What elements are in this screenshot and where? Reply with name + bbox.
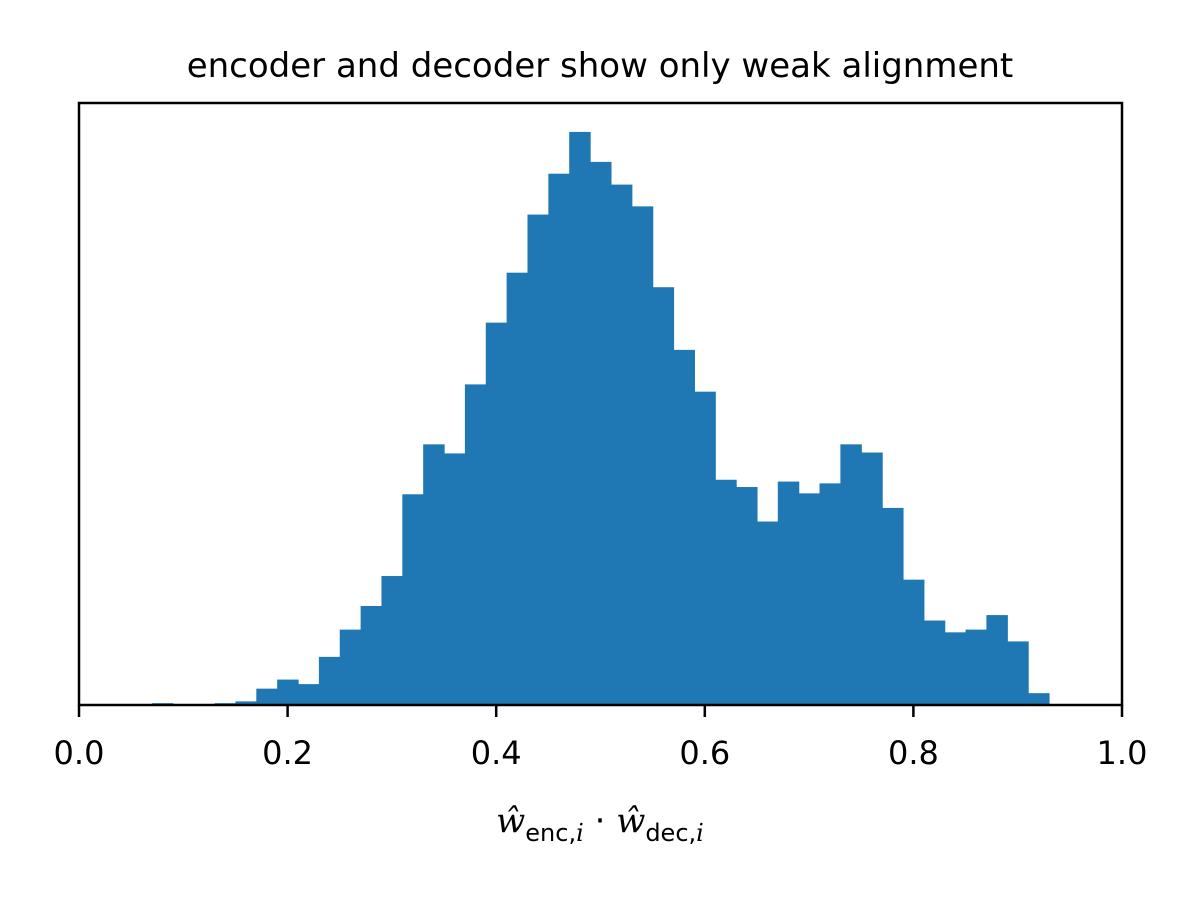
histogram-bar xyxy=(944,632,967,705)
histogram-bar xyxy=(882,507,904,705)
x-tick-label: 0.2 xyxy=(262,734,313,772)
histogram-bar xyxy=(840,444,862,705)
x-axis-ticks: 0.0 0.2 0.4 0.6 0.8 1.0 xyxy=(54,705,1148,772)
histogram-bar xyxy=(756,521,779,705)
x-tick-label: 0.6 xyxy=(679,734,730,772)
histogram-bar xyxy=(339,629,362,705)
histogram-bars xyxy=(152,131,1050,706)
plot-area-frame xyxy=(77,101,1124,707)
histogram-bar xyxy=(610,184,633,706)
histogram-bar xyxy=(569,131,591,705)
x-axis-label-w-dec: ŵ xyxy=(616,801,645,841)
x-tick-label: 0.8 xyxy=(888,734,939,772)
histogram-bar xyxy=(360,606,383,705)
histogram-bar xyxy=(798,493,821,705)
x-tick-label: 0.0 xyxy=(54,734,105,772)
histogram-bar xyxy=(861,452,883,705)
histogram-bar xyxy=(548,173,570,705)
x-tick-label: 1.0 xyxy=(1097,734,1148,772)
x-axis-label-sub-enc-i: i xyxy=(576,819,584,847)
x-axis-label-sub-dec-i: i xyxy=(696,819,704,847)
histogram-bar xyxy=(819,483,841,705)
x-axis-label: ŵenc,i · ŵdec,i xyxy=(496,801,704,847)
histogram-bar xyxy=(736,487,758,705)
x-axis-label-dot: · xyxy=(584,801,616,841)
x-axis-label-w-enc: ŵ xyxy=(496,801,525,841)
histogram-bar xyxy=(506,272,529,705)
histogram-bar xyxy=(1007,641,1029,705)
histogram-bar xyxy=(1028,693,1050,705)
histogram-bar xyxy=(652,287,675,705)
x-axis-label-sub-enc: enc, xyxy=(525,819,576,847)
histogram-bar xyxy=(235,701,257,705)
histogram-bar xyxy=(464,384,487,705)
histogram-bar xyxy=(590,161,612,705)
histogram-bar xyxy=(923,620,946,705)
histogram-bar xyxy=(715,479,737,705)
chart-title: encoder and decoder show only weak align… xyxy=(187,46,1014,86)
histogram-bar xyxy=(673,349,695,705)
histogram-bar xyxy=(485,322,508,705)
histogram-bar xyxy=(444,453,466,705)
histogram-bar xyxy=(256,688,278,705)
histogram-bar xyxy=(298,684,320,705)
histogram-bar xyxy=(277,679,299,705)
histogram-bar xyxy=(965,629,988,705)
histogram-bar xyxy=(986,615,1008,705)
x-tick-label: 0.4 xyxy=(471,734,522,772)
histogram-bar xyxy=(902,579,925,705)
histogram-bar xyxy=(381,576,403,705)
histogram-bar xyxy=(402,494,424,705)
histogram-bar xyxy=(694,391,716,705)
histogram-bar xyxy=(423,444,445,705)
histogram-bar xyxy=(777,481,800,705)
histogram-bar xyxy=(318,656,341,705)
x-axis-label-sub-dec: dec, xyxy=(645,819,696,847)
histogram-bar xyxy=(527,214,549,705)
histogram-bar xyxy=(631,206,654,705)
